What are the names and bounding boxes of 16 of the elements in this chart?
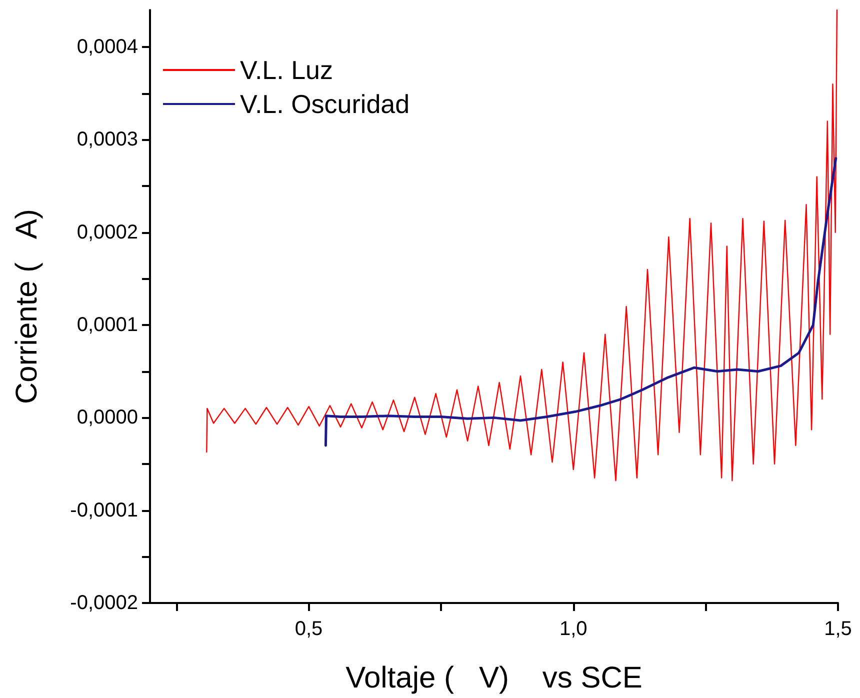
y-axis-title: Corriente ( A) [10, 208, 44, 404]
y-tick-label: -0,0002 [70, 592, 138, 614]
y-tick-label: 0,0003 [76, 128, 138, 151]
y-tick-label: -0,0001 [70, 499, 138, 522]
x-tick-label: 0,5 [294, 618, 323, 640]
x-axis-title: Voltaje ( V) vs SCE [346, 662, 642, 694]
x-tick-label: 1,0 [559, 618, 588, 640]
y-tick-label: 0,0004 [76, 36, 138, 58]
line-series [324, 157, 838, 447]
y-tick-label: 0,0001 [76, 314, 138, 336]
legend-label: V.L. Oscuridad [240, 89, 410, 119]
y-tick-label: 0,0000 [76, 406, 138, 429]
legend-label: V.L. Luz [240, 55, 334, 85]
y-tick-label: 0,0002 [76, 221, 138, 244]
x-tick-label: 1,5 [824, 618, 852, 640]
line-series [206, 9, 838, 482]
